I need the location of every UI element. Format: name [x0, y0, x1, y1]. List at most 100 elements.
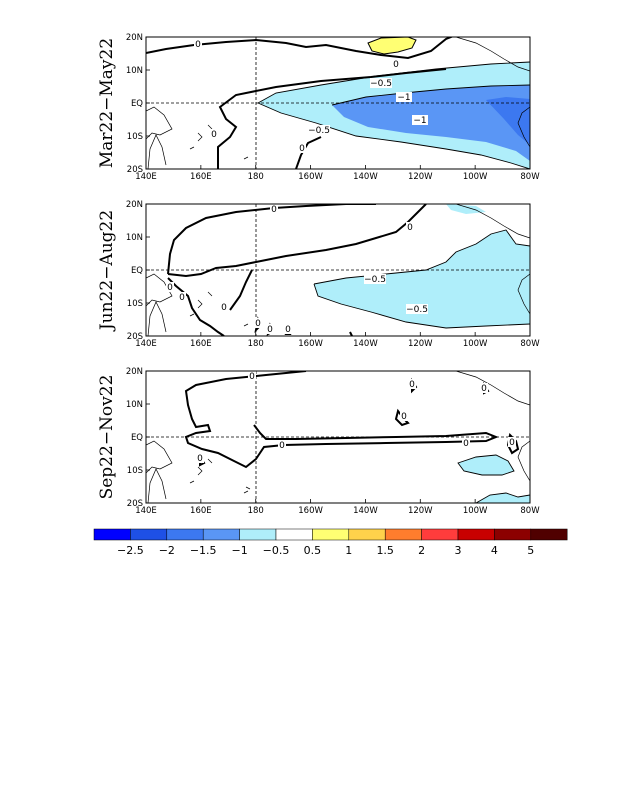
minus-0.5-contour: [257, 102, 530, 169]
legend-swatch: [202, 528, 240, 541]
legend-swatch: [494, 528, 532, 541]
map-panel-3: 0 0 0 0 0 0 0 0 140E 160E 180 160W 140W 120W 1…: [97, 367, 540, 516]
contour-label: 0: [463, 439, 469, 449]
y-tick-label: 20S: [127, 165, 143, 175]
minus-0.5-contour: [457, 454, 530, 503]
y-tick-label: 10S: [127, 299, 143, 309]
x-tick-label: 140E: [135, 506, 157, 516]
contour-label: 0: [179, 293, 185, 303]
map-panel-2: 0 0 0 0 0 0 0 0 −0.5 −0.5: [97, 200, 540, 349]
y-tick-label: 10N: [126, 233, 143, 243]
x-tick-label: 140W: [353, 506, 378, 516]
legend-label: −1.5: [190, 544, 217, 557]
legend-swatch: [348, 528, 386, 541]
x-tick-label: 160E: [190, 172, 212, 182]
x-tick-label: 140E: [135, 172, 157, 182]
contour-label: −0.5: [308, 126, 330, 136]
contour-label: 0: [271, 205, 277, 215]
contour-label: 0: [285, 325, 291, 335]
contour-label: −0.5: [370, 79, 392, 89]
zero-contour-islands: [199, 377, 520, 467]
legend-swatch: [312, 528, 350, 541]
minus-1-contour: [331, 84, 530, 106]
contour-label: 0: [299, 144, 305, 154]
contour-label: −0.5: [364, 275, 386, 285]
y-tick-label: 10S: [127, 466, 143, 476]
legend-label: 5: [527, 544, 534, 557]
zero-contour-north: [167, 204, 376, 275]
legend-swatch: [275, 528, 313, 541]
legend-label: −2.5: [117, 544, 144, 557]
contour-label: 0: [195, 40, 201, 50]
contour-label: 0: [409, 380, 415, 390]
x-tick-label: 160E: [190, 506, 212, 516]
color-legend: −2.5 −2 −1.5 −1 −0.5 0.5 1 1.5 2 3 4 5: [93, 528, 568, 557]
contour-label: 0: [249, 372, 255, 382]
x-tick-label: 80W: [520, 172, 540, 182]
y-tick-label: 20N: [126, 33, 143, 43]
x-tick-label: 180: [248, 339, 264, 349]
contour-label: 0: [393, 60, 399, 70]
minus-0.5-contour-north: [257, 61, 530, 104]
x-tick-label: 120W: [408, 339, 433, 349]
coastline-south-america: [517, 273, 530, 315]
y-tick-label: 20N: [126, 200, 143, 210]
y-tick-label: EQ: [131, 99, 143, 109]
panel-title: Sep22−Nov22: [97, 375, 117, 500]
anomaly-area-minus-0.5: [314, 230, 530, 328]
y-tick-label: 10N: [126, 400, 143, 410]
anomaly-area-plus-0.5: [367, 37, 417, 55]
legend-label: 3: [455, 544, 462, 557]
x-tick-label: 120W: [408, 506, 433, 516]
legend-label: 1: [345, 544, 352, 557]
contour-label: 0: [197, 454, 203, 464]
panel-title: Jun22−Aug22: [97, 210, 117, 332]
legend-swatch: [457, 528, 495, 541]
contour-label: 0: [509, 438, 515, 448]
legend-swatch: [530, 528, 568, 541]
contour-labels: 0 0 0 0 0 0 0 0: [196, 371, 516, 464]
y-tick-label: 20N: [126, 367, 143, 377]
y-tick-label: 20S: [127, 332, 143, 342]
legend-label: −2: [159, 544, 175, 557]
legend-label: 0.5: [304, 544, 322, 557]
legend-swatch: [166, 528, 204, 541]
legend-label: −0.5: [263, 544, 290, 557]
contour-label: 0: [167, 283, 173, 293]
coastline-central-america: [455, 37, 530, 72]
legend-swatch: [384, 528, 422, 541]
x-tick-label: 100W: [463, 339, 488, 349]
x-tick-label: 100W: [463, 172, 488, 182]
coastline-small-islands: [189, 124, 249, 160]
legend-swatch: [93, 528, 131, 541]
x-tick-label: 160E: [190, 339, 212, 349]
coastline-pacific-islands: [146, 440, 173, 503]
x-tick-label: 160W: [298, 172, 323, 182]
y-tick-label: EQ: [131, 433, 143, 443]
legend-swatch: [130, 528, 168, 541]
zero-contour-west: [167, 269, 253, 336]
x-tick-label: 180: [248, 172, 264, 182]
x-tick-label: 180: [248, 506, 264, 516]
legend-label: 1.5: [376, 544, 394, 557]
contour-label: 0: [267, 325, 273, 335]
anomaly-area-minus-0.5: [458, 455, 514, 475]
contour-label: −0.5: [406, 305, 428, 315]
x-tick-label: 140E: [135, 339, 157, 349]
x-tick-label: 140W: [353, 339, 378, 349]
contour-labels: 0 0 0 0 0 0 0 0 −0.5 −0.5: [166, 204, 428, 335]
panel-title: Mar22−May22: [97, 38, 117, 168]
anomaly-area-minus-1.5: [486, 97, 530, 145]
zero-contour-main: [184, 371, 499, 469]
contour-label: 0: [221, 303, 227, 313]
contour-label: 0: [255, 319, 261, 329]
x-tick-label: 120W: [408, 172, 433, 182]
y-tick-label: 20S: [127, 499, 143, 509]
map-panel-1: 0 0 0 0 −0.5 −0.5 −1 −1 140E 160E 180 160W 1…: [97, 33, 540, 182]
zero-contour-main: [167, 204, 427, 278]
legend-label: −1: [231, 544, 247, 557]
contour-label: 0: [407, 223, 413, 233]
contour-label: −1: [397, 93, 410, 103]
contour-label: 0: [279, 441, 285, 451]
x-tick-label: 100W: [463, 506, 488, 516]
